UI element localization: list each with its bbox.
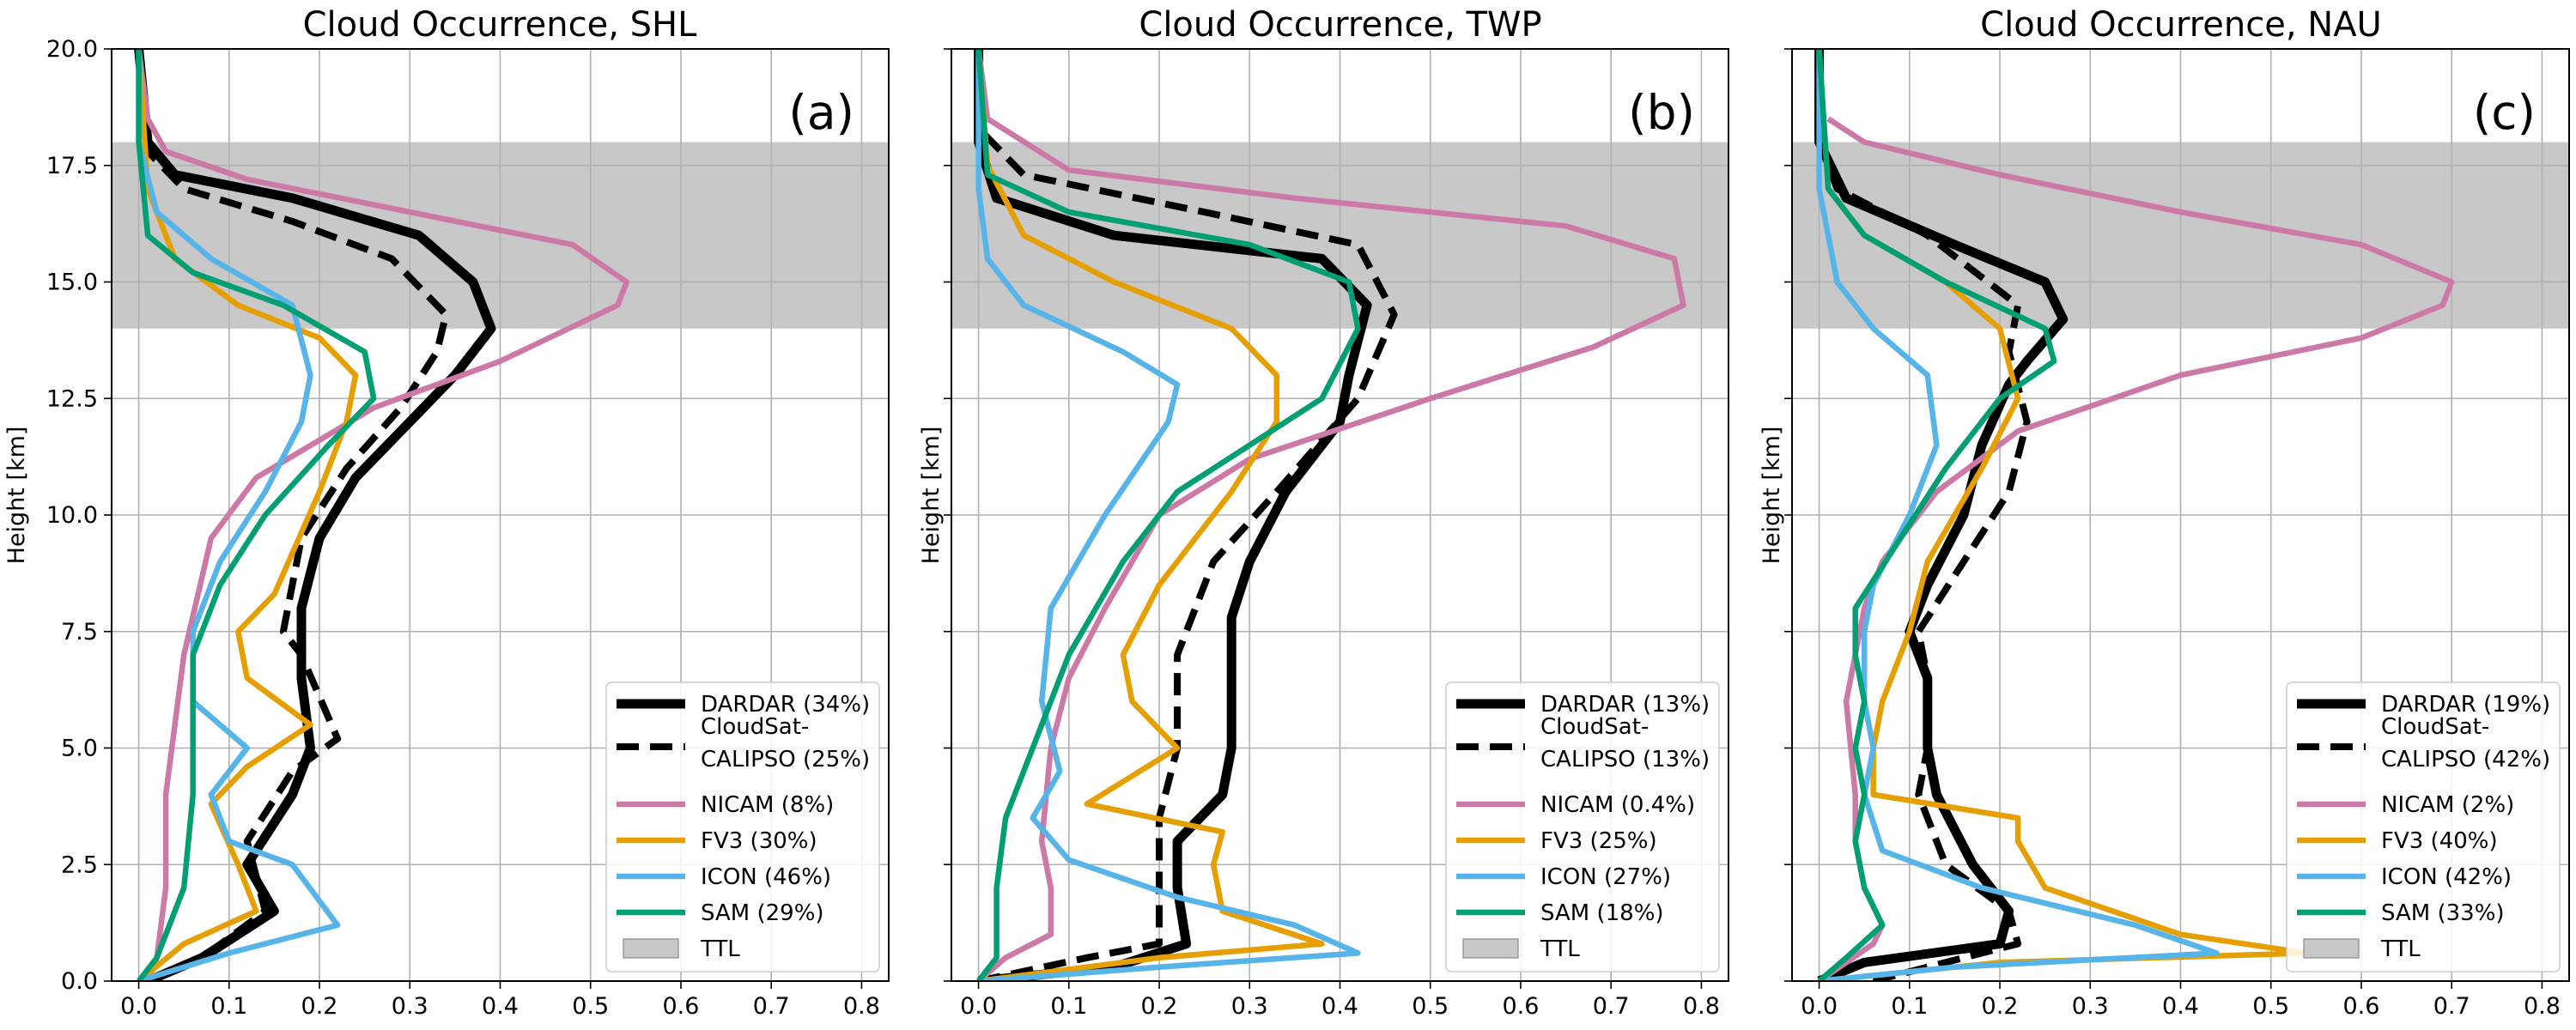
series-line-sam: [1816, 49, 2057, 981]
legend-label: CloudSat-: [1540, 714, 1649, 740]
x-tick-label: 0.6: [662, 993, 699, 1020]
x-tick-label: 0.6: [1502, 993, 1539, 1020]
x-tick-label: 0.7: [2433, 993, 2470, 1020]
x-tick-label: 0.4: [482, 993, 519, 1020]
y-axis-label: Height [km]: [3, 427, 30, 565]
legend-label: CALIPSO (13%): [1540, 747, 1710, 772]
legend-label: FV3 (25%): [1540, 828, 1657, 854]
series-group: [1814, 49, 2455, 981]
y-tick-label: 2.5: [61, 851, 98, 878]
legend-box: [1445, 682, 1720, 972]
x-tick-label: 0.7: [1593, 993, 1630, 1020]
series-line-dardar: [1814, 49, 2069, 981]
legend-label: NICAM (0.4%): [1540, 792, 1695, 818]
legend-box: [605, 682, 880, 972]
legend-label: CALIPSO (25%): [701, 747, 870, 772]
y-tick-label: 17.5: [46, 153, 98, 179]
y-tick-label: 20.0: [46, 36, 98, 63]
y-tick-label: 15.0: [46, 270, 98, 296]
series-line-fv3: [136, 49, 359, 981]
y-tick-label: 7.5: [61, 619, 98, 645]
series-group: [974, 49, 1686, 981]
series-line-sam: [975, 49, 1361, 981]
series-line-icon: [975, 49, 1361, 981]
legend-label: SAM (18%): [1540, 900, 1664, 926]
y-tick-label: 10.0: [46, 502, 98, 529]
x-tick-label: 0.3: [1231, 993, 1268, 1020]
x-tick-label: 0.0: [1801, 993, 1838, 1020]
series-line-sam: [136, 49, 377, 981]
x-tick-label: 0.7: [753, 993, 790, 1020]
legend-label: TTL: [1540, 936, 1580, 962]
y-axis-label: Height [km]: [1759, 427, 1785, 565]
series-line-nicam: [136, 49, 630, 981]
panel-shl: Cloud Occurrence, SHL Height [km] (a) 0.…: [3, 5, 890, 1020]
legend-label: SAM (33%): [2381, 900, 2505, 926]
series-line-cloudsat-calipso: [975, 49, 1398, 981]
panel-title: Cloud Occurrence, TWP: [1139, 5, 1541, 45]
x-tick-label: 0.6: [2342, 993, 2379, 1020]
y-tick-label: 0.0: [61, 968, 98, 995]
x-tick-label: 0.3: [392, 993, 428, 1020]
series-line-cloudsat-calipso: [135, 49, 450, 981]
x-tick-label: 0.1: [210, 993, 247, 1020]
x-tick-label: 0.1: [1891, 993, 1928, 1020]
series-line-cloudsat-calipso: [1815, 49, 2031, 981]
x-tick-label: 0.5: [1412, 993, 1449, 1020]
legend-label: NICAM (2%): [2381, 792, 2514, 818]
y-axis-label: Height [km]: [918, 427, 945, 565]
x-tick-label: 0.4: [2162, 993, 2199, 1020]
series-line-fv3: [975, 49, 1325, 981]
legend-label: FV3 (40%): [2381, 828, 2498, 854]
panel-label: (a): [788, 85, 854, 140]
legend-label: ICON (46%): [701, 864, 831, 890]
y-tick-label: 12.5: [46, 385, 98, 412]
legend-label: ICON (42%): [2381, 864, 2512, 890]
legend-label: DARDAR (13%): [1540, 692, 1710, 718]
x-tick-label: 0.1: [1050, 993, 1087, 1020]
x-tick-label: 0.8: [843, 993, 880, 1020]
legend-swatch-ttl: [623, 938, 679, 959]
legend-label: FV3 (30%): [701, 828, 817, 854]
legend-label: TTL: [700, 936, 740, 962]
x-tick-label: 0.2: [1982, 993, 2019, 1020]
series-line-icon: [1816, 49, 2220, 981]
legend-box: [2286, 682, 2561, 972]
legend-label: DARDAR (34%): [701, 692, 870, 718]
legend-label: DARDAR (19%): [2381, 692, 2550, 718]
x-tick-label: 0.5: [2252, 993, 2289, 1020]
series-line-dardar: [974, 49, 1372, 981]
x-tick-label: 0.2: [301, 993, 338, 1020]
x-tick-label: 0.8: [1683, 993, 1720, 1020]
series-line-dardar: [134, 49, 496, 981]
legend-label: CALIPSO (42%): [2381, 747, 2550, 772]
legend-label: CloudSat-: [2381, 714, 2489, 740]
panel-title: Cloud Occurrence, NAU: [1980, 5, 2382, 45]
series-line-icon: [136, 49, 341, 981]
y-tick-label: 5.0: [61, 736, 98, 762]
x-tick-label: 0.0: [960, 993, 997, 1020]
panel-label: (b): [1628, 85, 1695, 140]
legend-swatch-ttl: [1462, 938, 1519, 959]
panel-nau: Cloud Occurrence, NAU Height [km] (c) 0.…: [1759, 5, 2570, 1020]
legend-label: ICON (27%): [1540, 864, 1671, 890]
panel-title: Cloud Occurrence, SHL: [303, 5, 698, 45]
legend-label: NICAM (8%): [701, 792, 834, 818]
series-group: [134, 49, 630, 981]
x-tick-label: 0.2: [1141, 993, 1178, 1020]
legend-label: CloudSat-: [701, 714, 809, 740]
x-tick-label: 0.4: [1321, 993, 1358, 1020]
legend-swatch-ttl: [2303, 938, 2360, 959]
legend-label: TTL: [2380, 936, 2421, 962]
panel-label: (c): [2473, 85, 2536, 140]
x-tick-label: 0.5: [572, 993, 609, 1020]
x-tick-label: 0.0: [120, 993, 157, 1020]
x-tick-label: 0.8: [2524, 993, 2561, 1020]
x-tick-label: 0.3: [2072, 993, 2109, 1020]
legend-label: SAM (29%): [701, 900, 824, 926]
panel-twp: Cloud Occurrence, TWP Height [km] (b) 0.…: [918, 5, 1729, 1020]
